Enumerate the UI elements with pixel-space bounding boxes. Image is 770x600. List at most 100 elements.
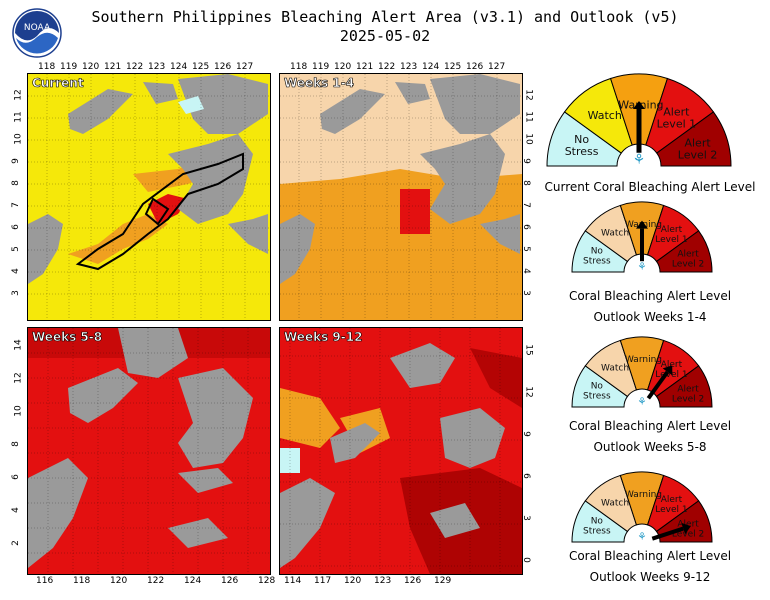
bottom-lon-tick-right: 129 <box>434 576 452 586</box>
lat-tick-right-bottom: 12 <box>523 386 534 398</box>
lat-tick-right-top: 4 <box>520 268 531 274</box>
label-alert-2: Alert <box>677 385 699 395</box>
lat-tick-right-top: 7 <box>520 202 531 208</box>
label-no-stress: No <box>591 247 604 257</box>
lat-tick-left-bottom: 12 <box>13 372 24 384</box>
lat-tick-right-bottom: 3 <box>520 515 531 521</box>
label-alert-1: Alert <box>661 495 683 505</box>
gauge-needle-head <box>636 220 648 229</box>
label-alert-1: Alert <box>661 360 683 370</box>
coral-icon: ⚘ <box>638 259 645 273</box>
top-lon-tick-right: 123 <box>400 62 418 72</box>
label-alert-1: Level 1 <box>655 235 687 245</box>
label-no-stress: Stress <box>565 145 599 158</box>
bottom-lon-tick-left: 126 <box>221 576 239 586</box>
gauge-needle-head <box>633 100 645 109</box>
bottom-lon-tick-right: 123 <box>374 576 392 586</box>
label-alert-1: Level 1 <box>657 117 697 130</box>
bottom-lon-tick-left: 120 <box>110 576 128 586</box>
top-lon-tick-left: 120 <box>82 62 100 72</box>
gauge-caption: Coral Bleaching Alert Level <box>568 289 732 303</box>
label-no-stress: Stress <box>583 527 611 537</box>
label-alert-1: Level 1 <box>655 505 687 515</box>
gauge-subcaption: Outlook Weeks 5-8 <box>593 440 707 454</box>
lat-tick-left-bottom: 8 <box>10 441 21 447</box>
top-lon-tick-right: 122 <box>378 62 396 72</box>
bottom-lon-tick-right: 126 <box>404 576 422 586</box>
gauge-caption: Current Coral Bleaching Alert Level <box>544 180 756 194</box>
top-lon-tick-left: 124 <box>170 62 188 72</box>
bottom-lon-tick-right: 120 <box>344 576 362 586</box>
label-warning: Warning <box>625 355 662 365</box>
top-lon-tick-right: 120 <box>334 62 352 72</box>
coral-icon: ⚘ <box>638 394 645 408</box>
map-title: Southern Philippines Bleaching Alert Are… <box>91 8 679 26</box>
lat-tick-left-bottom: 2 <box>10 540 21 546</box>
noaa-logo: NOAA <box>12 8 62 58</box>
lat-tick-left-bottom: 10 <box>13 405 24 417</box>
label-watch: Watch <box>601 363 629 373</box>
lat-tick-right-top: 11 <box>523 111 534 123</box>
top-lon-tick-right: 125 <box>444 62 462 72</box>
lat-tick-left-top: 12 <box>13 89 24 101</box>
label-no-stress: No <box>591 517 604 527</box>
top-lon-tick-right: 119 <box>312 62 330 72</box>
coral-icon: ⚘ <box>638 529 645 543</box>
gauge-sector-alert-2 <box>655 365 713 408</box>
bottom-lon-tick-left: 124 <box>184 576 202 586</box>
top-lon-tick-right: 127 <box>488 62 506 72</box>
bottom-lon-tick-right: 114 <box>284 576 302 586</box>
lat-tick-right-bottom: 15 <box>523 344 534 356</box>
gauge-needle-head <box>662 365 673 376</box>
top-lon-tick-left: 125 <box>192 62 210 72</box>
lat-tick-left-top: 7 <box>10 202 21 208</box>
map-panel-weeks-5-8: Weeks 5-8 <box>27 327 271 575</box>
lat-tick-left-top: 3 <box>10 290 21 296</box>
lat-tick-left-top: 11 <box>13 111 24 123</box>
gauge-sector-alert-2 <box>656 111 732 167</box>
label-alert-2: Level 2 <box>672 530 704 540</box>
lat-tick-left-bottom: 4 <box>10 507 21 513</box>
map-panel-weeks-9-12: Weeks 9-12 <box>279 327 523 575</box>
label-no-stress: Stress <box>583 392 611 402</box>
label-no-stress: No <box>574 133 589 146</box>
bottom-lon-tick-left: 116 <box>36 576 54 586</box>
lat-tick-right-top: 6 <box>520 224 531 230</box>
lat-tick-left-bottom: 6 <box>10 474 21 480</box>
label-alert-1: Alert <box>663 105 690 118</box>
lat-tick-left-top: 9 <box>10 158 21 164</box>
gauge-needle <box>646 370 670 400</box>
label-no-stress: No <box>591 382 604 392</box>
top-lon-tick-right: 124 <box>422 62 440 72</box>
top-lon-tick-left: 127 <box>236 62 254 72</box>
bottom-lon-tick-left: 122 <box>147 576 165 586</box>
label-alert-2: Level 2 <box>672 395 704 405</box>
gauge-subcaption: Outlook Weeks 9-12 <box>589 570 711 584</box>
top-lon-tick-right: 118 <box>290 62 308 72</box>
lat-tick-left-top: 8 <box>10 180 21 186</box>
lat-tick-right-top: 9 <box>520 158 531 164</box>
panel-label-weeks-9-12: Weeks 9-12 <box>284 330 363 345</box>
lat-tick-left-bottom: 14 <box>13 339 24 351</box>
gauge-subcaption: Outlook Weeks 1-4 <box>593 310 707 324</box>
top-lon-tick-left: 122 <box>126 62 144 72</box>
gauge-needle <box>651 526 684 541</box>
lat-tick-left-top: 5 <box>10 246 21 252</box>
top-lon-tick-left: 123 <box>148 62 166 72</box>
label-alert-2: Alert <box>677 250 699 260</box>
gauge-caption: Coral Bleaching Alert Level <box>568 419 732 433</box>
lat-tick-right-bottom: 6 <box>520 473 531 479</box>
top-lon-tick-left: 118 <box>38 62 56 72</box>
map-date: 2025-05-02 <box>339 27 431 45</box>
label-watch: Watch <box>601 228 629 238</box>
panel-label-weeks-5-8: Weeks 5-8 <box>32 330 103 345</box>
logo-text: NOAA <box>24 23 51 33</box>
top-lon-tick-right: 121 <box>356 62 374 72</box>
lat-tick-left-top: 10 <box>13 133 24 145</box>
coral-icon: ⚘ <box>634 149 644 168</box>
label-no-stress: Stress <box>583 257 611 267</box>
panel-label-current: Current <box>32 76 84 91</box>
